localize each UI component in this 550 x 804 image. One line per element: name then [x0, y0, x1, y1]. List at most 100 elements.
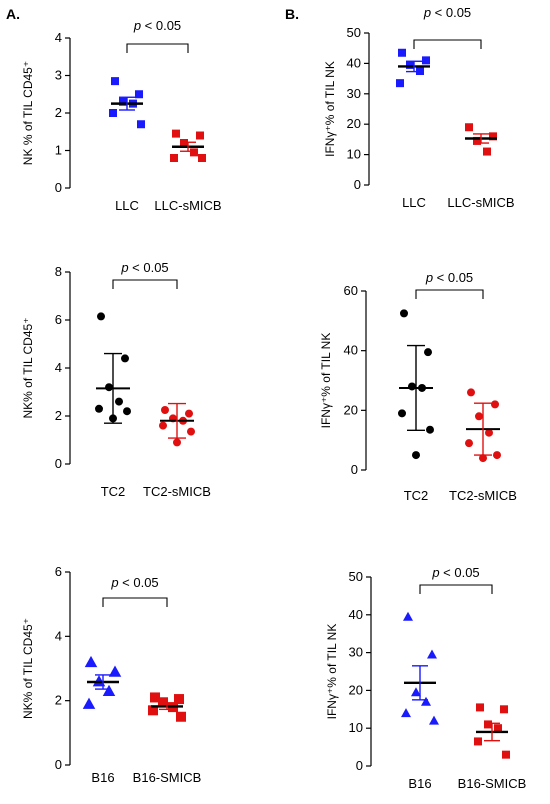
chart-2: 0 10 20 30 40 50 IFNγ⁺% of TIL NK LLC LLC-sMICB p…: [323, 5, 515, 210]
data-point: [473, 136, 481, 145]
y-tick-label: 4: [55, 30, 62, 45]
data-point: [475, 412, 483, 421]
y-axis-label: IFNγ⁺% of TIL NK: [323, 61, 337, 157]
x-category-label: LLC: [115, 198, 139, 213]
x-category-label: B16-SMICB: [458, 776, 527, 791]
data-point: [500, 705, 508, 714]
data-point: [422, 56, 430, 65]
significance-bracket: [102, 597, 168, 607]
x-category-label: B16-SMICB: [133, 770, 202, 785]
data-point: [135, 90, 143, 99]
y-tick-label: 2: [55, 105, 62, 120]
y-tick-label: 50: [349, 569, 363, 584]
x-category-label: B16: [91, 770, 114, 785]
data-point: [494, 724, 502, 733]
data-point: [109, 109, 117, 117]
data-point: [123, 407, 131, 416]
panel-label-a: A.: [6, 6, 20, 22]
data-point: [412, 451, 420, 460]
data-point: [400, 309, 408, 318]
y-tick-label: 2: [55, 693, 62, 708]
data-point: [105, 383, 113, 392]
data-point: [421, 696, 431, 706]
data-point: [102, 684, 116, 697]
data-point: [115, 397, 123, 406]
y-tick-label: 2: [55, 408, 62, 423]
data-point: [82, 697, 96, 709]
data-point: [84, 655, 98, 668]
y-tick-label: 4: [55, 360, 62, 375]
y-tick-label: 0: [55, 757, 62, 772]
data-point: [150, 692, 160, 703]
significance-bracket: [419, 584, 493, 594]
data-point: [396, 79, 404, 88]
y-tick-label: 30: [349, 645, 363, 660]
y-tick-label: 0: [354, 177, 361, 192]
data-point: [187, 427, 195, 436]
data-point: [121, 354, 129, 363]
data-point: [159, 421, 167, 430]
x-category-label: LLC-sMICB: [154, 198, 221, 213]
y-tick-label: 1: [55, 143, 62, 158]
data-point: [491, 400, 499, 409]
data-point: [426, 425, 434, 434]
data-point: [111, 77, 119, 86]
data-point: [137, 120, 145, 129]
x-category-label: LLC-sMICB: [447, 195, 514, 210]
y-tick-label: 10: [347, 147, 361, 162]
panel-label-b: B.: [285, 6, 299, 22]
y-tick-label: 0: [356, 758, 363, 773]
y-tick-label: 20: [347, 116, 361, 131]
data-point: [148, 705, 158, 716]
data-point: [196, 131, 204, 140]
x-category-label: TC2: [101, 484, 126, 499]
data-point: [190, 148, 198, 157]
data-point: [502, 750, 510, 759]
data-point: [97, 312, 105, 321]
y-tick-label: 0: [55, 456, 62, 471]
y-axis-label: NK% of TIL CD45⁺: [21, 317, 35, 418]
data-point: [427, 649, 437, 659]
data-point: [398, 409, 406, 418]
data-point: [92, 675, 106, 687]
significance-label: p < 0.05: [423, 5, 471, 20]
significance-bracket: [415, 289, 484, 299]
data-point: [108, 665, 122, 677]
data-point: [158, 697, 168, 708]
y-tick-label: 6: [55, 312, 62, 327]
data-point: [493, 451, 501, 460]
chart-4: 0 20 40 60 IFNγ⁺% of TIL NK TC2 TC2-sMICB p < 0…: [319, 270, 517, 503]
data-point: [483, 147, 491, 156]
significance-bracket: [413, 39, 482, 49]
y-tick-label: 40: [347, 55, 361, 70]
data-point: [411, 687, 421, 697]
data-point: [401, 708, 411, 718]
data-point: [474, 737, 482, 746]
data-point: [484, 720, 492, 729]
y-tick-label: 20: [344, 402, 358, 417]
data-point: [198, 154, 206, 162]
data-point: [476, 703, 484, 712]
data-point: [398, 48, 406, 57]
data-point: [479, 454, 487, 463]
y-axis-label: NK % of TIL CD45⁺: [21, 61, 35, 165]
data-point: [170, 154, 178, 162]
y-tick-label: 50: [347, 25, 361, 40]
x-category-label: TC2-sMICB: [449, 488, 517, 503]
chart-6: 0 10 20 30 40 50 IFNγ⁺% of TIL NK B16 B16-SMICB p…: [325, 565, 526, 791]
x-category-label: TC2-sMICB: [143, 484, 211, 499]
y-tick-label: 60: [344, 283, 358, 298]
data-point: [408, 382, 416, 391]
y-tick-label: 0: [351, 462, 358, 477]
significance-label: p < 0.05: [133, 18, 181, 33]
y-axis-label: IFNγ⁺% of TIL NK: [319, 333, 333, 429]
y-tick-label: 10: [349, 720, 363, 735]
y-tick-label: 8: [55, 264, 62, 279]
y-tick-label: 20: [349, 682, 363, 697]
significance-bracket: [112, 279, 178, 289]
chart-1: 0 1 2 3 4 NK % of TIL CD45⁺ LLC LLC-sMICB p < 0.…: [21, 18, 222, 213]
y-tick-label: 0: [55, 180, 62, 195]
chart-3: 0 2 4 6 8 NK% of TIL CD45⁺ TC2 TC2-sMICB p < 0.0…: [21, 260, 211, 499]
data-point: [180, 139, 188, 147]
y-tick-label: 6: [55, 564, 62, 579]
